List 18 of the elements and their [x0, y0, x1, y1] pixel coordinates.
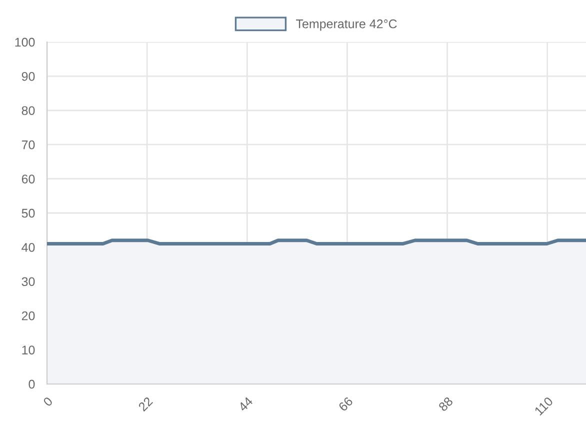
y-tick-label: 20 — [22, 311, 35, 320]
x-tick-label: 22 — [138, 396, 154, 412]
y-tick-label: 50 — [22, 208, 35, 218]
x-tick-label: 110 — [534, 396, 554, 416]
y-tick-label: 90 — [22, 72, 35, 81]
x-tick-label: 0 — [42, 396, 54, 407]
y-tick-label: 70 — [22, 140, 35, 150]
y-tick-label: 0 — [28, 380, 35, 389]
y-tick-label: 40 — [22, 243, 35, 252]
y-tick-label: 10 — [22, 346, 35, 354]
y-tick-label: 100 — [15, 38, 35, 47]
x-tick-label: 44 — [238, 396, 254, 412]
legend-label: Temperature 42°C — [296, 19, 397, 31]
y-tick-label: 80 — [22, 106, 35, 116]
y-tick-label: 30 — [22, 277, 35, 286]
x-tick-label: 66 — [338, 396, 354, 412]
x-tick-label: 88 — [438, 396, 454, 412]
y-tick-label: 60 — [22, 174, 35, 184]
